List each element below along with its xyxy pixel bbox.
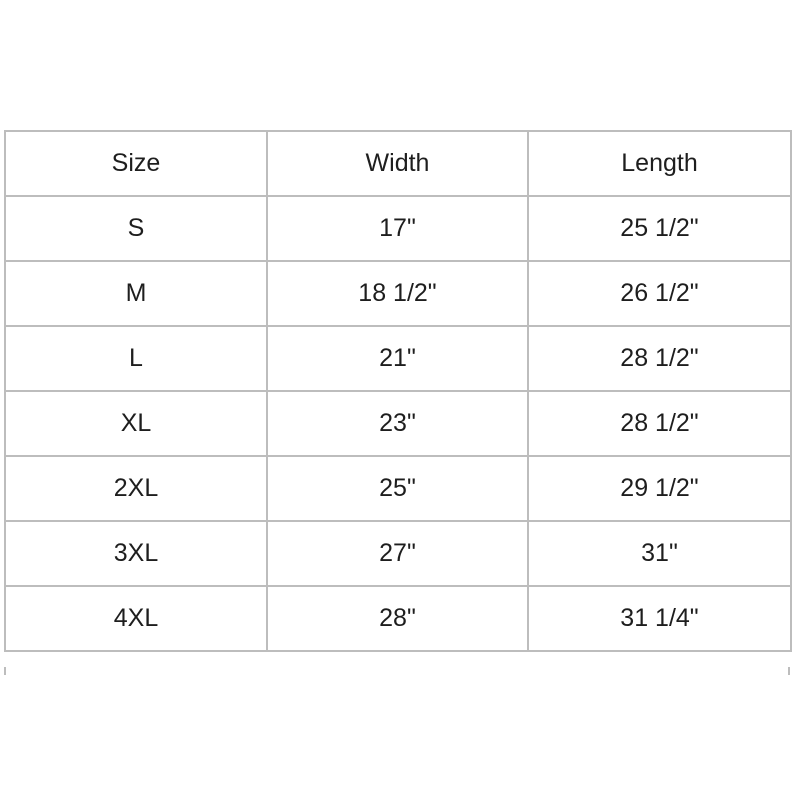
width-cell: 27" xyxy=(266,520,529,587)
length-cell: 31 1/4" xyxy=(527,585,792,652)
width-cell: 18 1/2" xyxy=(266,260,529,327)
width-cell: 28" xyxy=(266,585,529,652)
width-cell: 17" xyxy=(266,195,529,262)
length-cell: 28 1/2" xyxy=(527,390,792,457)
size-cell: S xyxy=(4,195,268,262)
size-cell: 2XL xyxy=(4,455,268,522)
header-size: Size xyxy=(4,130,268,197)
width-cell: 21" xyxy=(266,325,529,392)
length-cell: 25 1/2" xyxy=(527,195,792,262)
table-border-stub xyxy=(788,667,790,675)
table-row: S 17" 25 1/2" xyxy=(4,195,792,262)
table-row: 4XL 28" 31 1/4" xyxy=(4,585,792,652)
header-width: Width xyxy=(266,130,529,197)
size-cell: L xyxy=(4,325,268,392)
size-cell: 3XL xyxy=(4,520,268,587)
size-chart-table: Size Width Length S 17" 25 1/2" M 18 1/2" 26 … xyxy=(4,130,792,652)
length-cell: 26 1/2" xyxy=(527,260,792,327)
table-row: M 18 1/2" 26 1/2" xyxy=(4,260,792,327)
length-cell: 28 1/2" xyxy=(527,325,792,392)
width-cell: 25" xyxy=(266,455,529,522)
size-cell: 4XL xyxy=(4,585,268,652)
table-border-stub xyxy=(4,667,6,675)
size-cell: M xyxy=(4,260,268,327)
table-row: XL 23" 28 1/2" xyxy=(4,390,792,457)
table-row: L 21" 28 1/2" xyxy=(4,325,792,392)
table-row: 2XL 25" 29 1/2" xyxy=(4,455,792,522)
width-cell: 23" xyxy=(266,390,529,457)
header-row: Size Width Length xyxy=(4,130,792,197)
size-cell: XL xyxy=(4,390,268,457)
table-row: 3XL 27" 31" xyxy=(4,520,792,587)
header-length: Length xyxy=(527,130,792,197)
length-cell: 29 1/2" xyxy=(527,455,792,522)
length-cell: 31" xyxy=(527,520,792,587)
